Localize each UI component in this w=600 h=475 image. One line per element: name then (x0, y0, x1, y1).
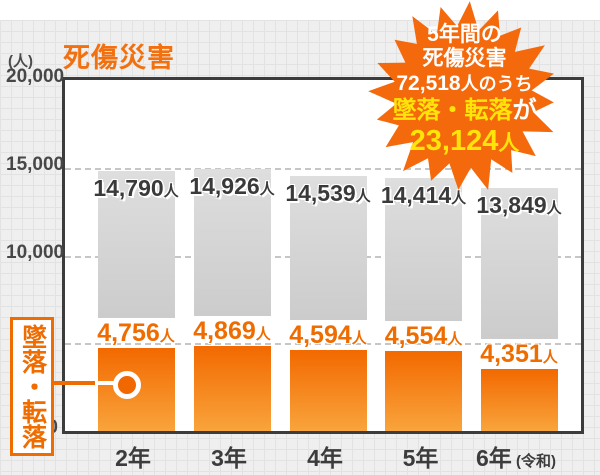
x-tick-3年: 3年 (211, 445, 247, 471)
fall-annotation-label: 墜落・転落 (18, 324, 47, 449)
fall-value-label: 4,869人 (193, 316, 271, 345)
badge-line-1: 5年間の (427, 23, 502, 46)
badge-highlight-label: 墜落・転落 (392, 97, 513, 124)
badge-total-suffix: 人のうち (460, 74, 533, 94)
annotation-leader-line-on-bar (95, 381, 127, 385)
total-value-label: 14,926人 (189, 173, 275, 200)
annotation-marker-circle-icon (113, 371, 141, 399)
x-tick-4年: 4年 (307, 445, 343, 471)
bar-total-3年 (193, 169, 271, 316)
y-axis-unit-label: (人) (8, 53, 33, 70)
x-tick-2年: 2年 (115, 445, 151, 471)
starburst-badge-icon (368, 1, 554, 190)
bar-total-5年 (385, 178, 462, 322)
badge-line-4: 墜落・転落が (374, 97, 555, 125)
badge-fall-value: 23,124 (409, 125, 499, 157)
badge-highlight-particle: が (512, 97, 537, 124)
bar-fall-6年 (480, 368, 558, 431)
y-tick-10000: 10,000 (6, 241, 65, 263)
badge-total-value: 72,518 (396, 72, 461, 95)
badge-line-2: 死傷災害 (422, 47, 507, 70)
gridline-15000 (65, 167, 581, 170)
fall-value-label: 4,756人 (97, 318, 175, 347)
bar-fall-4年 (289, 350, 367, 431)
fall-annotation-box: 墜落・転落 (10, 317, 54, 456)
total-value-label: 14,539人 (285, 179, 371, 206)
bar-total-4年 (289, 175, 367, 321)
chart-title: 死傷災害 (63, 43, 175, 73)
badge-line-3: 72,518人のうち (374, 71, 555, 97)
gridline-5000 (65, 343, 581, 346)
annotation-leader-line (51, 381, 97, 385)
fall-value-label: 4,594人 (289, 321, 367, 350)
total-value-label: 13,849人 (476, 191, 562, 218)
fall-value-label: 4,351人 (480, 339, 558, 368)
badge-fall-suffix: 人 (498, 132, 520, 155)
total-value-label: 14,414人 (380, 182, 467, 209)
fall-value-label: 4,554人 (384, 322, 463, 351)
bar-fall-3年 (193, 345, 271, 431)
x-tick-6年: 6年 (令和) (476, 445, 556, 471)
bar-total-6年 (480, 187, 558, 339)
y-tick-20000: 20,000 (6, 66, 65, 87)
era-label: (令和) (511, 453, 556, 470)
x-tick-5年: 5年 (402, 445, 439, 471)
y-tick-15000: 15,000 (6, 153, 65, 175)
bar-total-2年 (97, 171, 175, 318)
starburst-badge-text: 5年間の 死傷災害 72,518人のうち 墜落・転落が 23,124人 (374, 23, 555, 160)
bar-fall-5年 (385, 351, 462, 431)
total-value-label: 14,790人 (93, 175, 179, 202)
badge-line-5: 23,124人 (374, 125, 555, 160)
